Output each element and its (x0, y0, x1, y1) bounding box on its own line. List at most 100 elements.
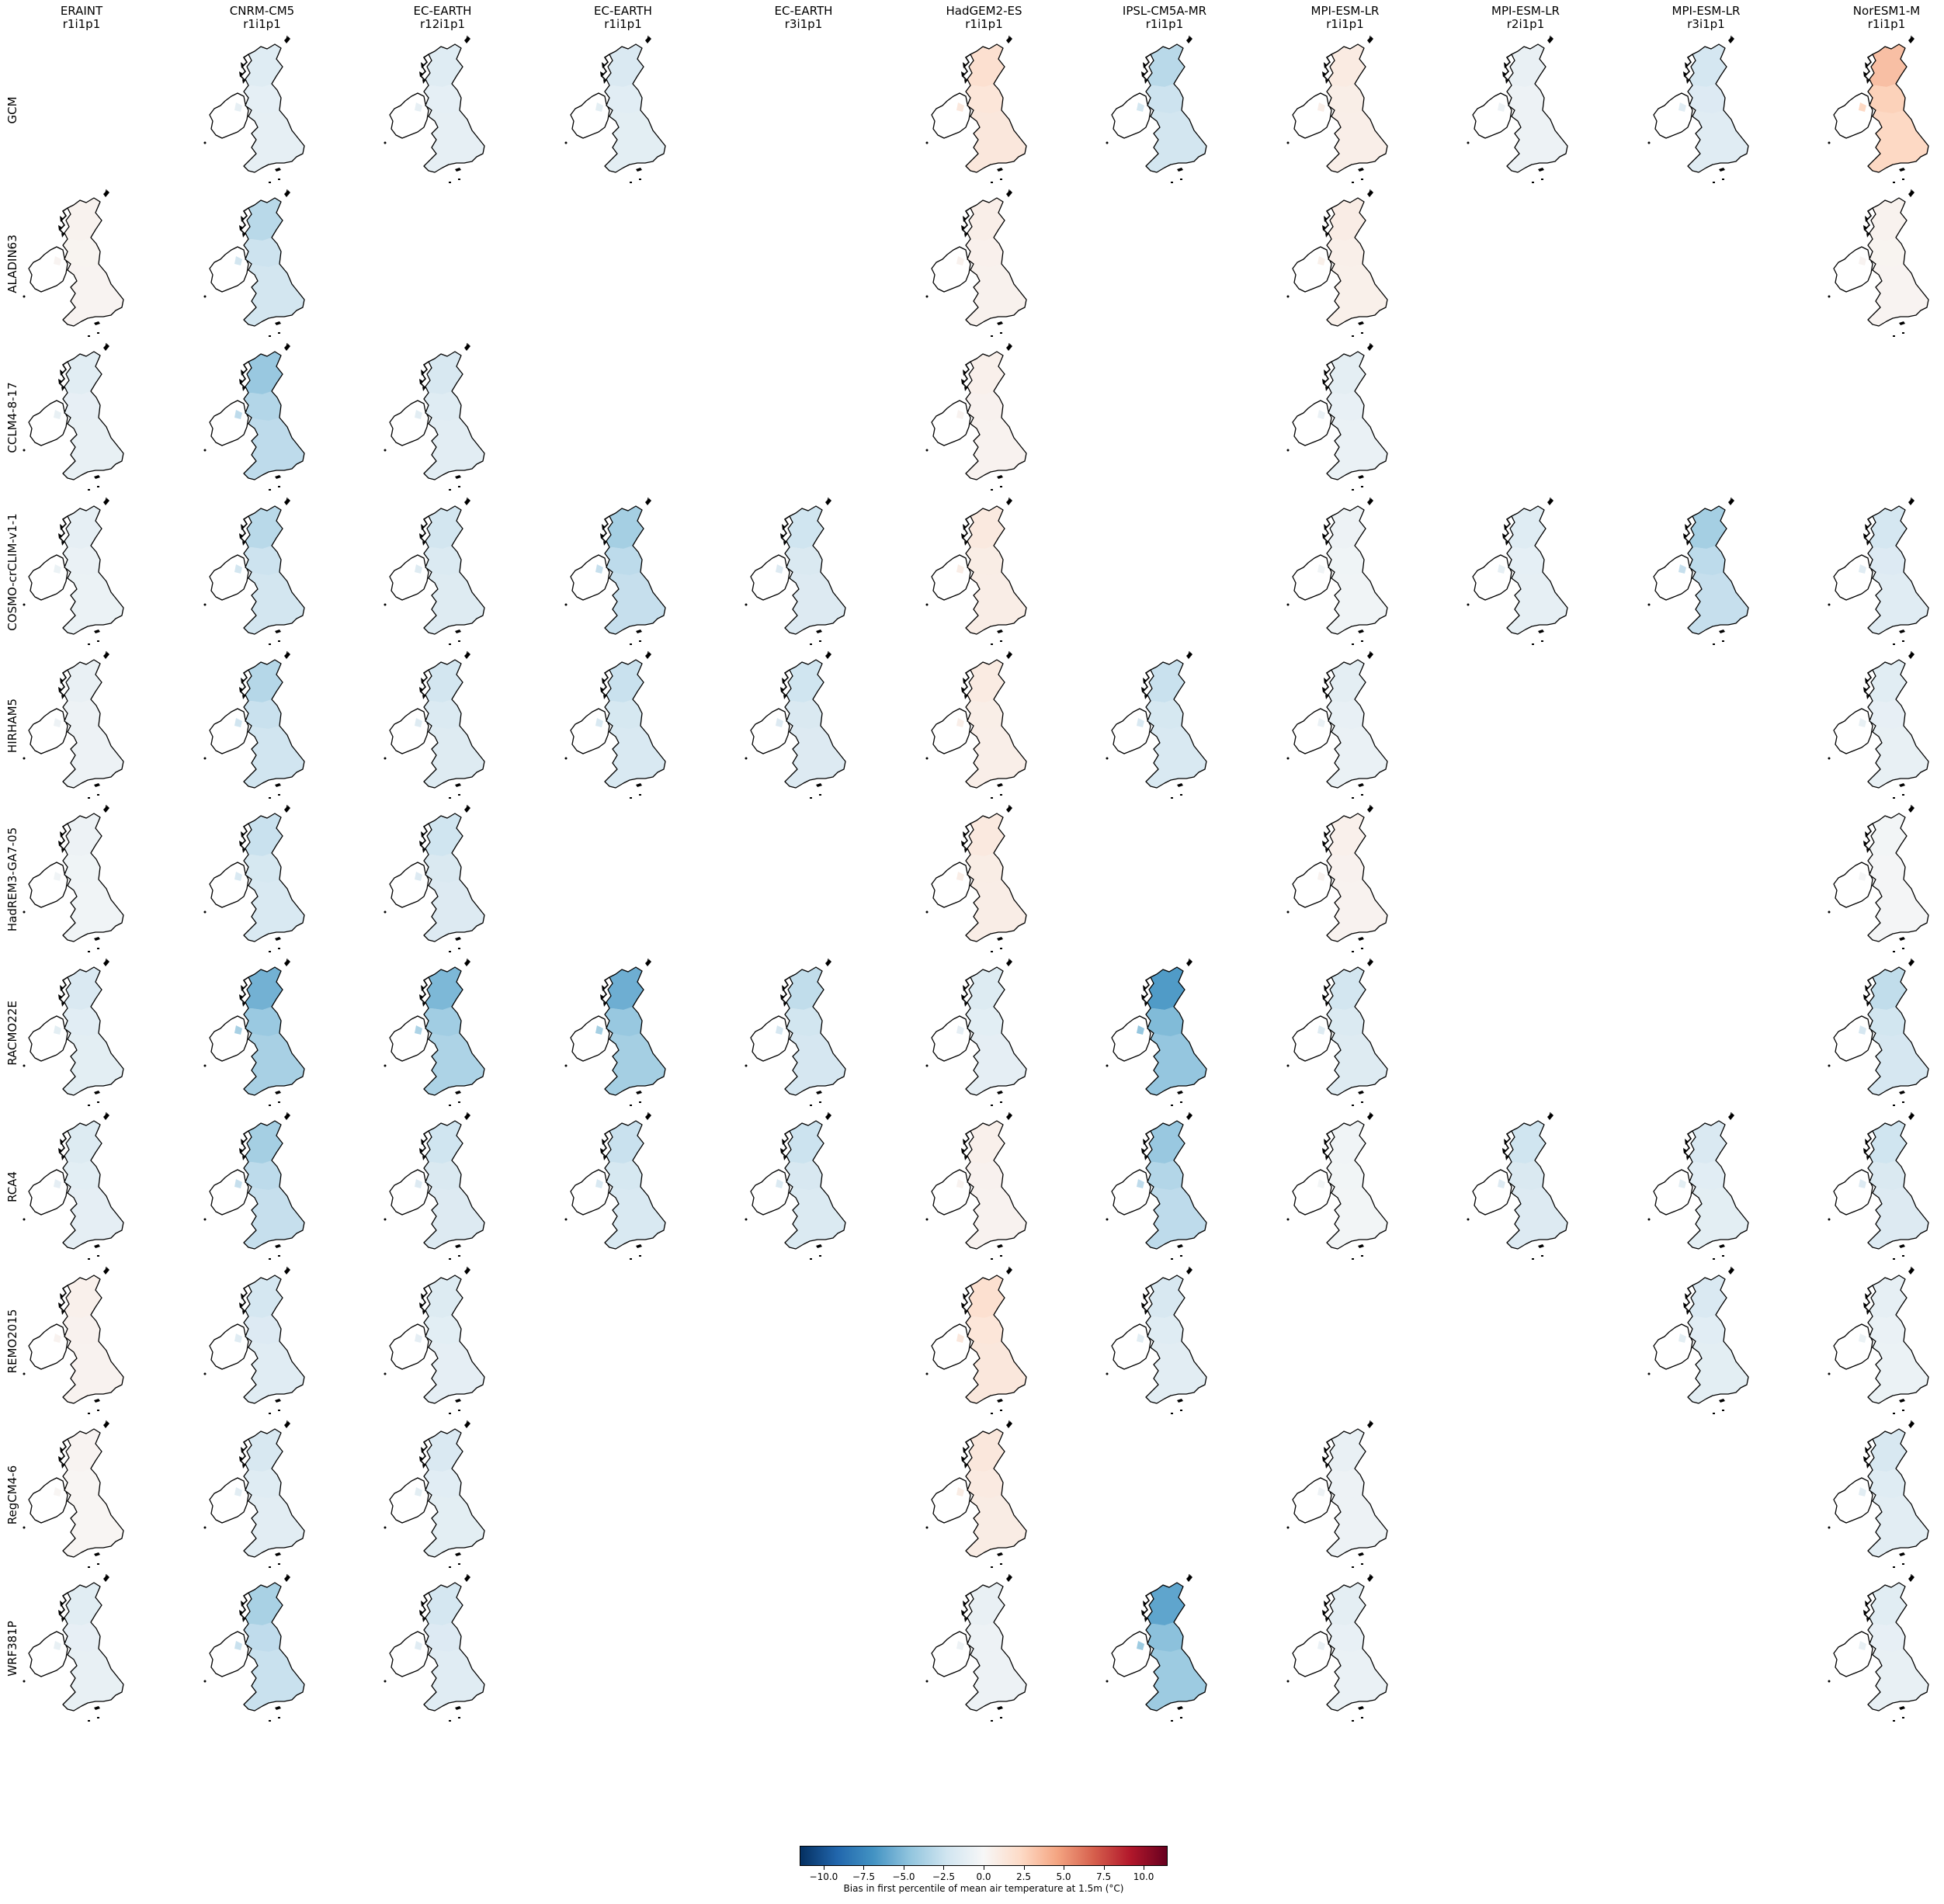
bias-map-panel (561, 35, 686, 196)
colorbar-tick-label: 5.0 (1056, 1871, 1071, 1882)
column-run-id: r1i1p1 (1326, 17, 1364, 31)
bias-map-panel (741, 959, 866, 1118)
bias-map-panel (922, 497, 1047, 657)
column-model-name: NorESM1-M (1852, 4, 1921, 18)
bias-map-panel (741, 1112, 866, 1272)
bias-map-panel (1644, 35, 1769, 196)
column-model-name: EC-EARTH (594, 4, 652, 18)
bias-map-panel (1283, 1112, 1408, 1272)
row-label-text: REMO2015 (5, 1309, 19, 1374)
bias-map-panel (1824, 189, 1944, 349)
column-header: MPI-ESM-LR r3i1p1 (1625, 5, 1788, 31)
bias-map-panel (1644, 1112, 1769, 1272)
bias-map-panel (561, 497, 686, 657)
bias-map-panel (19, 959, 144, 1118)
bias-map-panel (1102, 35, 1227, 196)
bias-map-panel (1283, 959, 1408, 1118)
column-run-id: r1i1p1 (243, 17, 281, 31)
bias-map-panel (1102, 1266, 1227, 1427)
column-header: CNRM-CM5 r1i1p1 (181, 5, 344, 31)
bias-map-panel (922, 650, 1047, 811)
bias-map-panel (1283, 650, 1408, 811)
column-run-id: r3i1p1 (784, 17, 823, 31)
colorbar-gradient (800, 1846, 1168, 1866)
row-label-text: GCM (5, 96, 19, 124)
bias-map-panel (200, 804, 325, 965)
bias-map-panel (1283, 497, 1408, 657)
bias-map-panel (922, 35, 1047, 196)
bias-map-panel (561, 650, 686, 811)
column-model-name: MPI-ESM-LR (1671, 4, 1741, 18)
bias-map-panel (741, 497, 866, 657)
bias-map-panel (1283, 189, 1408, 349)
bias-map-panel (19, 1420, 144, 1580)
column-header: MPI-ESM-LR r1i1p1 (1264, 5, 1427, 31)
bias-map-panel (380, 1420, 505, 1580)
bias-map-panel (200, 1573, 325, 1734)
column-run-id: r3i1p1 (1687, 17, 1725, 31)
column-model-name: IPSL-CM5A-MR (1122, 4, 1207, 18)
bias-map-panel (922, 343, 1047, 503)
bias-map-panel (1824, 35, 1944, 196)
column-model-name: EC-EARTH (774, 4, 833, 18)
bias-map-panel (380, 343, 505, 503)
colorbar-tick (1103, 1866, 1105, 1870)
bias-map-panel (1824, 959, 1944, 1118)
bias-map-panel (19, 343, 144, 503)
column-run-id: r1i1p1 (62, 17, 101, 31)
colorbar-tick-label: 0.0 (976, 1871, 991, 1882)
colorbar-tick (863, 1866, 865, 1870)
bias-map-panel (380, 1266, 505, 1427)
colorbar-tick-label: 7.5 (1096, 1871, 1112, 1882)
bias-map-panel (1644, 1266, 1769, 1427)
bias-map-panel (200, 1112, 325, 1272)
colorbar: −10.0 −7.5 −5.0 −2.5 0.0 2.5 5.0 7.5 10.0 (800, 1846, 1168, 1882)
column-model-name: CNRM-CM5 (229, 4, 295, 18)
column-header: EC-EARTH r3i1p1 (722, 5, 885, 31)
column-model-name: MPI-ESM-LR (1310, 4, 1380, 18)
bias-map-panel (200, 650, 325, 811)
bias-map-panel (1102, 650, 1227, 811)
bias-map-panel (200, 497, 325, 657)
row-label-text: WRF381P (5, 1621, 19, 1677)
colorbar-tick-label: 2.5 (1015, 1871, 1032, 1882)
bias-map-panel (922, 1420, 1047, 1580)
row-label-text: RegCM4-6 (5, 1465, 19, 1525)
bias-map-panel (19, 1112, 144, 1272)
column-run-id: r1i1p1 (604, 17, 642, 31)
colorbar-tick-label: −5.0 (892, 1871, 915, 1882)
bias-map-panel (561, 959, 686, 1118)
bias-map-panel (1463, 497, 1588, 657)
bias-map-panel (741, 650, 866, 811)
column-header: IPSL-CM5A-MR r1i1p1 (1083, 5, 1246, 31)
bias-map-panel (922, 1112, 1047, 1272)
column-run-id: r12i1p1 (419, 17, 466, 31)
row-label-text: HIRHAM5 (5, 698, 19, 753)
bias-map-panel (19, 497, 144, 657)
bias-map-panel (380, 497, 505, 657)
bias-map-panel (380, 1573, 505, 1734)
column-run-id: r1i1p1 (1867, 17, 1906, 31)
column-run-id: r1i1p1 (1145, 17, 1184, 31)
bias-map-panel (200, 1266, 325, 1427)
bias-map-panel (922, 959, 1047, 1118)
bias-map-panel (561, 1112, 686, 1272)
column-header: HadGEM2-ES r1i1p1 (903, 5, 1066, 31)
row-label-text: HadREM3-GA7-05 (5, 827, 19, 932)
bias-map-panel (19, 804, 144, 965)
row-label-text: RCA4 (5, 1171, 19, 1203)
row-label-text: RACMO22E (5, 1001, 19, 1066)
bias-map-panel (1283, 804, 1408, 965)
bias-map-panel (1824, 1266, 1944, 1427)
bias-map-panel (1102, 1112, 1227, 1272)
bias-map-panel (19, 189, 144, 349)
bias-map-panel (1824, 1420, 1944, 1580)
colorbar-tick (1023, 1866, 1025, 1870)
bias-map-panel (380, 959, 505, 1118)
column-model-name: EC-EARTH (413, 4, 472, 18)
colorbar-label: Bias in first percentile of mean air tem… (843, 1883, 1124, 1894)
column-header: EC-EARTH r1i1p1 (542, 5, 705, 31)
bias-map-panel (19, 1573, 144, 1734)
bias-map-panel (380, 804, 505, 965)
